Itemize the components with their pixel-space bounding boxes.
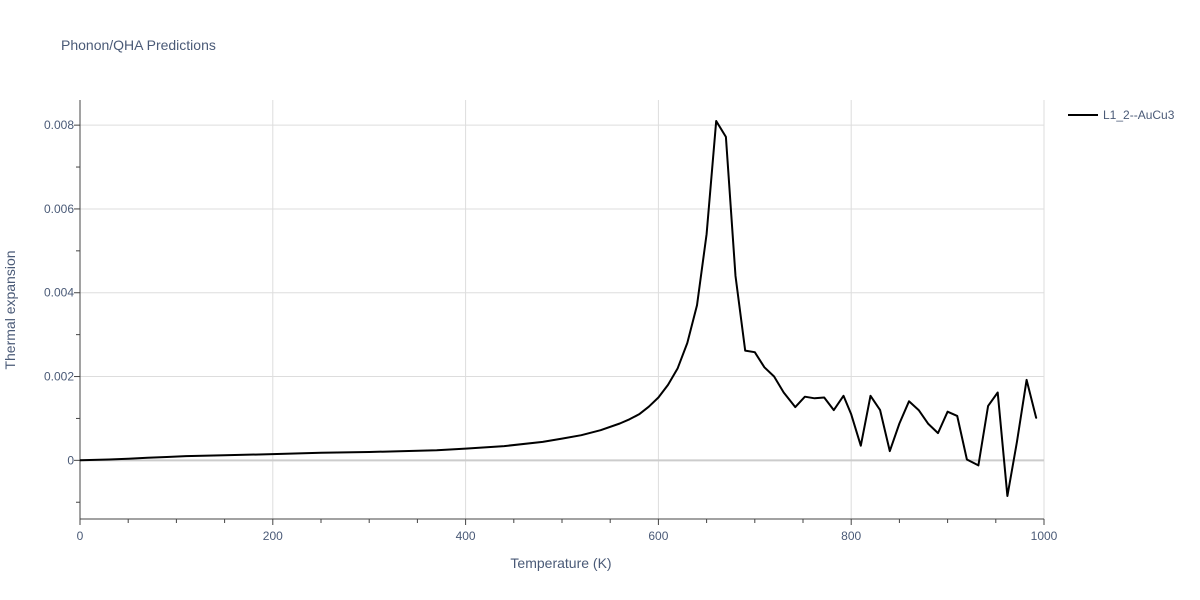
x-axis-title: Temperature (K) xyxy=(510,555,611,571)
axis-layer: 0 200 400 600 800 1000 0 0.002 0.004 0.006 0.008 xyxy=(44,100,1058,543)
x-tick-label: 1000 xyxy=(1031,529,1058,543)
data-point xyxy=(657,397,659,398)
data-point xyxy=(715,120,717,122)
y-tick-label: 0 xyxy=(67,453,74,467)
y-tick-label: 0.008 xyxy=(44,118,74,132)
data-point xyxy=(79,459,81,461)
data-point xyxy=(580,434,582,436)
data-point xyxy=(794,406,796,408)
data-point xyxy=(937,432,939,434)
data-point xyxy=(127,458,129,460)
data-point xyxy=(997,392,999,393)
y-tick-label: 0.002 xyxy=(44,370,74,384)
data-point xyxy=(185,455,187,457)
data-point xyxy=(503,445,505,447)
data-point xyxy=(706,233,708,235)
data-point xyxy=(927,423,929,425)
data-point xyxy=(814,397,816,399)
data-point xyxy=(677,367,679,369)
x-tick-label: 200 xyxy=(263,529,283,543)
y-tick-label: 0.006 xyxy=(44,202,74,216)
data-point xyxy=(754,351,756,353)
data-point xyxy=(619,423,621,424)
grid-layer xyxy=(80,100,1045,519)
legend-label: L1_2--AuCu3 xyxy=(1103,108,1175,122)
data-point xyxy=(725,136,727,138)
data-point xyxy=(860,445,862,447)
x-tick-label: 400 xyxy=(456,529,476,543)
data-point xyxy=(1035,417,1037,419)
data-point xyxy=(667,384,669,386)
data-point xyxy=(696,304,698,306)
data-point xyxy=(436,449,438,451)
data-point xyxy=(833,409,835,411)
data-point xyxy=(542,441,544,443)
data-point xyxy=(783,392,785,393)
x-tick-label: 800 xyxy=(841,529,861,543)
data-point xyxy=(773,376,775,377)
data-point xyxy=(735,275,736,277)
data-point xyxy=(320,452,322,454)
series-layer xyxy=(79,120,1038,497)
y-tick-label: 0.004 xyxy=(44,286,74,300)
data-point xyxy=(629,418,630,420)
data-point xyxy=(224,454,226,456)
data-point xyxy=(879,409,881,411)
data-point xyxy=(804,396,806,398)
data-point xyxy=(1006,495,1008,497)
data-point xyxy=(870,395,871,397)
data-point xyxy=(368,451,370,453)
data-point xyxy=(272,453,274,455)
data-point xyxy=(108,459,110,460)
data-point xyxy=(686,342,688,344)
data-point xyxy=(987,405,989,407)
data-point xyxy=(1026,379,1028,381)
data-point xyxy=(850,413,852,415)
data-point xyxy=(147,457,148,459)
x-tick-label: 0 xyxy=(77,529,84,543)
data-point xyxy=(600,429,602,431)
data-point xyxy=(763,366,765,368)
data-point xyxy=(966,459,968,460)
data-point xyxy=(947,411,949,413)
data-point xyxy=(898,423,900,424)
x-tick-label: 600 xyxy=(648,529,668,543)
data-point xyxy=(977,464,979,466)
data-point xyxy=(166,456,168,458)
data-point xyxy=(638,413,640,415)
data-point xyxy=(918,409,920,411)
data-point xyxy=(889,450,891,452)
data-point xyxy=(908,400,910,402)
data-point xyxy=(465,448,467,450)
data-point xyxy=(823,397,825,398)
data-point xyxy=(956,415,958,417)
data-point xyxy=(561,438,563,440)
data-point xyxy=(744,350,746,352)
data-point xyxy=(648,406,650,408)
chart-title: Phonon/QHA Predictions xyxy=(61,37,216,53)
data-point xyxy=(843,395,844,397)
data-point xyxy=(1016,441,1018,442)
legend: L1_2--AuCu3 xyxy=(1068,108,1175,122)
y-axis-title: Thermal expansion xyxy=(2,250,18,369)
